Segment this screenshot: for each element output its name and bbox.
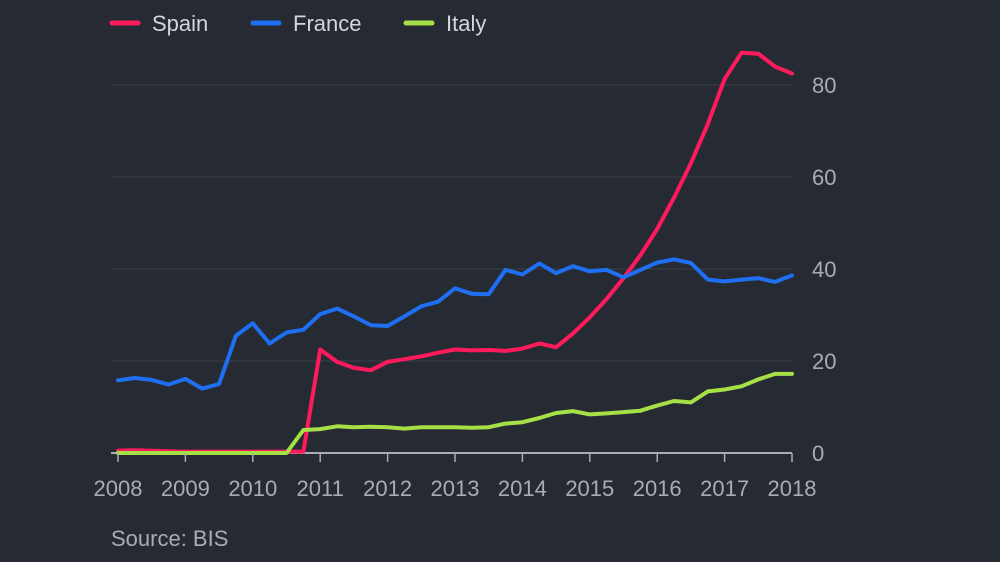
- y-tick-label: 80: [812, 73, 836, 98]
- x-tick-label: 2011: [297, 476, 344, 501]
- y-axis: 0 20 40 60 80: [812, 73, 836, 466]
- legend: Spain France Italy: [109, 11, 486, 36]
- y-tick-label: 40: [812, 257, 836, 282]
- y-tick-label: 0: [812, 441, 824, 466]
- series-line-france: [116, 257, 794, 391]
- x-tick-label: 2008: [94, 476, 143, 501]
- series-line-spain: [116, 50, 794, 454]
- x-tick-label: 2013: [431, 476, 480, 501]
- x-tick-label: 2014: [498, 476, 547, 501]
- legend-item-italy: Italy: [403, 11, 486, 36]
- legend-item-france: France: [250, 11, 361, 36]
- x-tick-label: 2015: [565, 476, 614, 501]
- x-tick-label: 2018: [768, 476, 817, 501]
- source-note: Source: BIS: [111, 526, 229, 551]
- series-lines: [116, 50, 794, 455]
- legend-label: Italy: [446, 11, 486, 36]
- series-line-italy: [116, 371, 794, 455]
- x-tick-label: 2010: [228, 476, 277, 501]
- x-tick-label: 2009: [161, 476, 210, 501]
- x-tick-label: 2016: [633, 476, 682, 501]
- legend-label: France: [293, 11, 361, 36]
- x-tick-label: 2017: [700, 476, 749, 501]
- gridlines: [111, 84, 792, 454]
- y-tick-label: 60: [812, 165, 836, 190]
- legend-item-spain: Spain: [109, 11, 208, 36]
- x-axis: 2008 2009 2010 2011 2012 2013 2014 2015 2016 2017…: [94, 453, 817, 501]
- x-tick-label: 2012: [363, 476, 412, 501]
- legend-label: Spain: [152, 11, 208, 36]
- y-tick-label: 20: [812, 349, 836, 374]
